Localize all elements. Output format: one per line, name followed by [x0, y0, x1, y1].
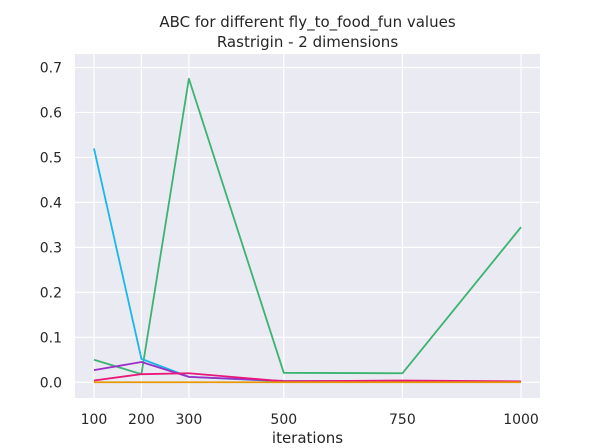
y-tick-label: 0.5: [40, 150, 62, 166]
x-tick-label: 750: [389, 412, 416, 428]
x-tick-label: 200: [128, 412, 155, 428]
plot-area: [75, 54, 540, 398]
y-tick-label: 0.7: [40, 60, 62, 76]
chart-subtitle: Rastrigin - 2 dimensions: [217, 33, 398, 51]
y-tick-labels: 0.0 0.1 0.2 0.3 0.4 0.5 0.6 0.7: [40, 60, 62, 391]
series-lines: [93, 77, 522, 384]
x-tick-label: 500: [270, 412, 297, 428]
x-tick-label: 100: [81, 412, 108, 428]
y-tick-label: 0.1: [40, 330, 62, 346]
series-line-4: [93, 372, 522, 383]
grid: [75, 54, 540, 398]
x-tick-labels: 100 200 300 500 750 1000: [81, 412, 539, 428]
series-line-1: [93, 77, 522, 376]
y-tick-label: 0.3: [40, 240, 62, 256]
y-tick-label: 0.2: [40, 285, 62, 301]
y-tick-label: 0.4: [40, 195, 62, 211]
y-tick-label: 0.6: [40, 105, 62, 121]
y-tick-label: 0.0: [40, 375, 62, 391]
x-axis-label: iterations: [272, 429, 343, 447]
x-tick-label: 1000: [503, 412, 539, 428]
x-tick-label: 300: [176, 412, 203, 428]
chart-title: ABC for different fly_to_food_fun values: [159, 13, 455, 32]
